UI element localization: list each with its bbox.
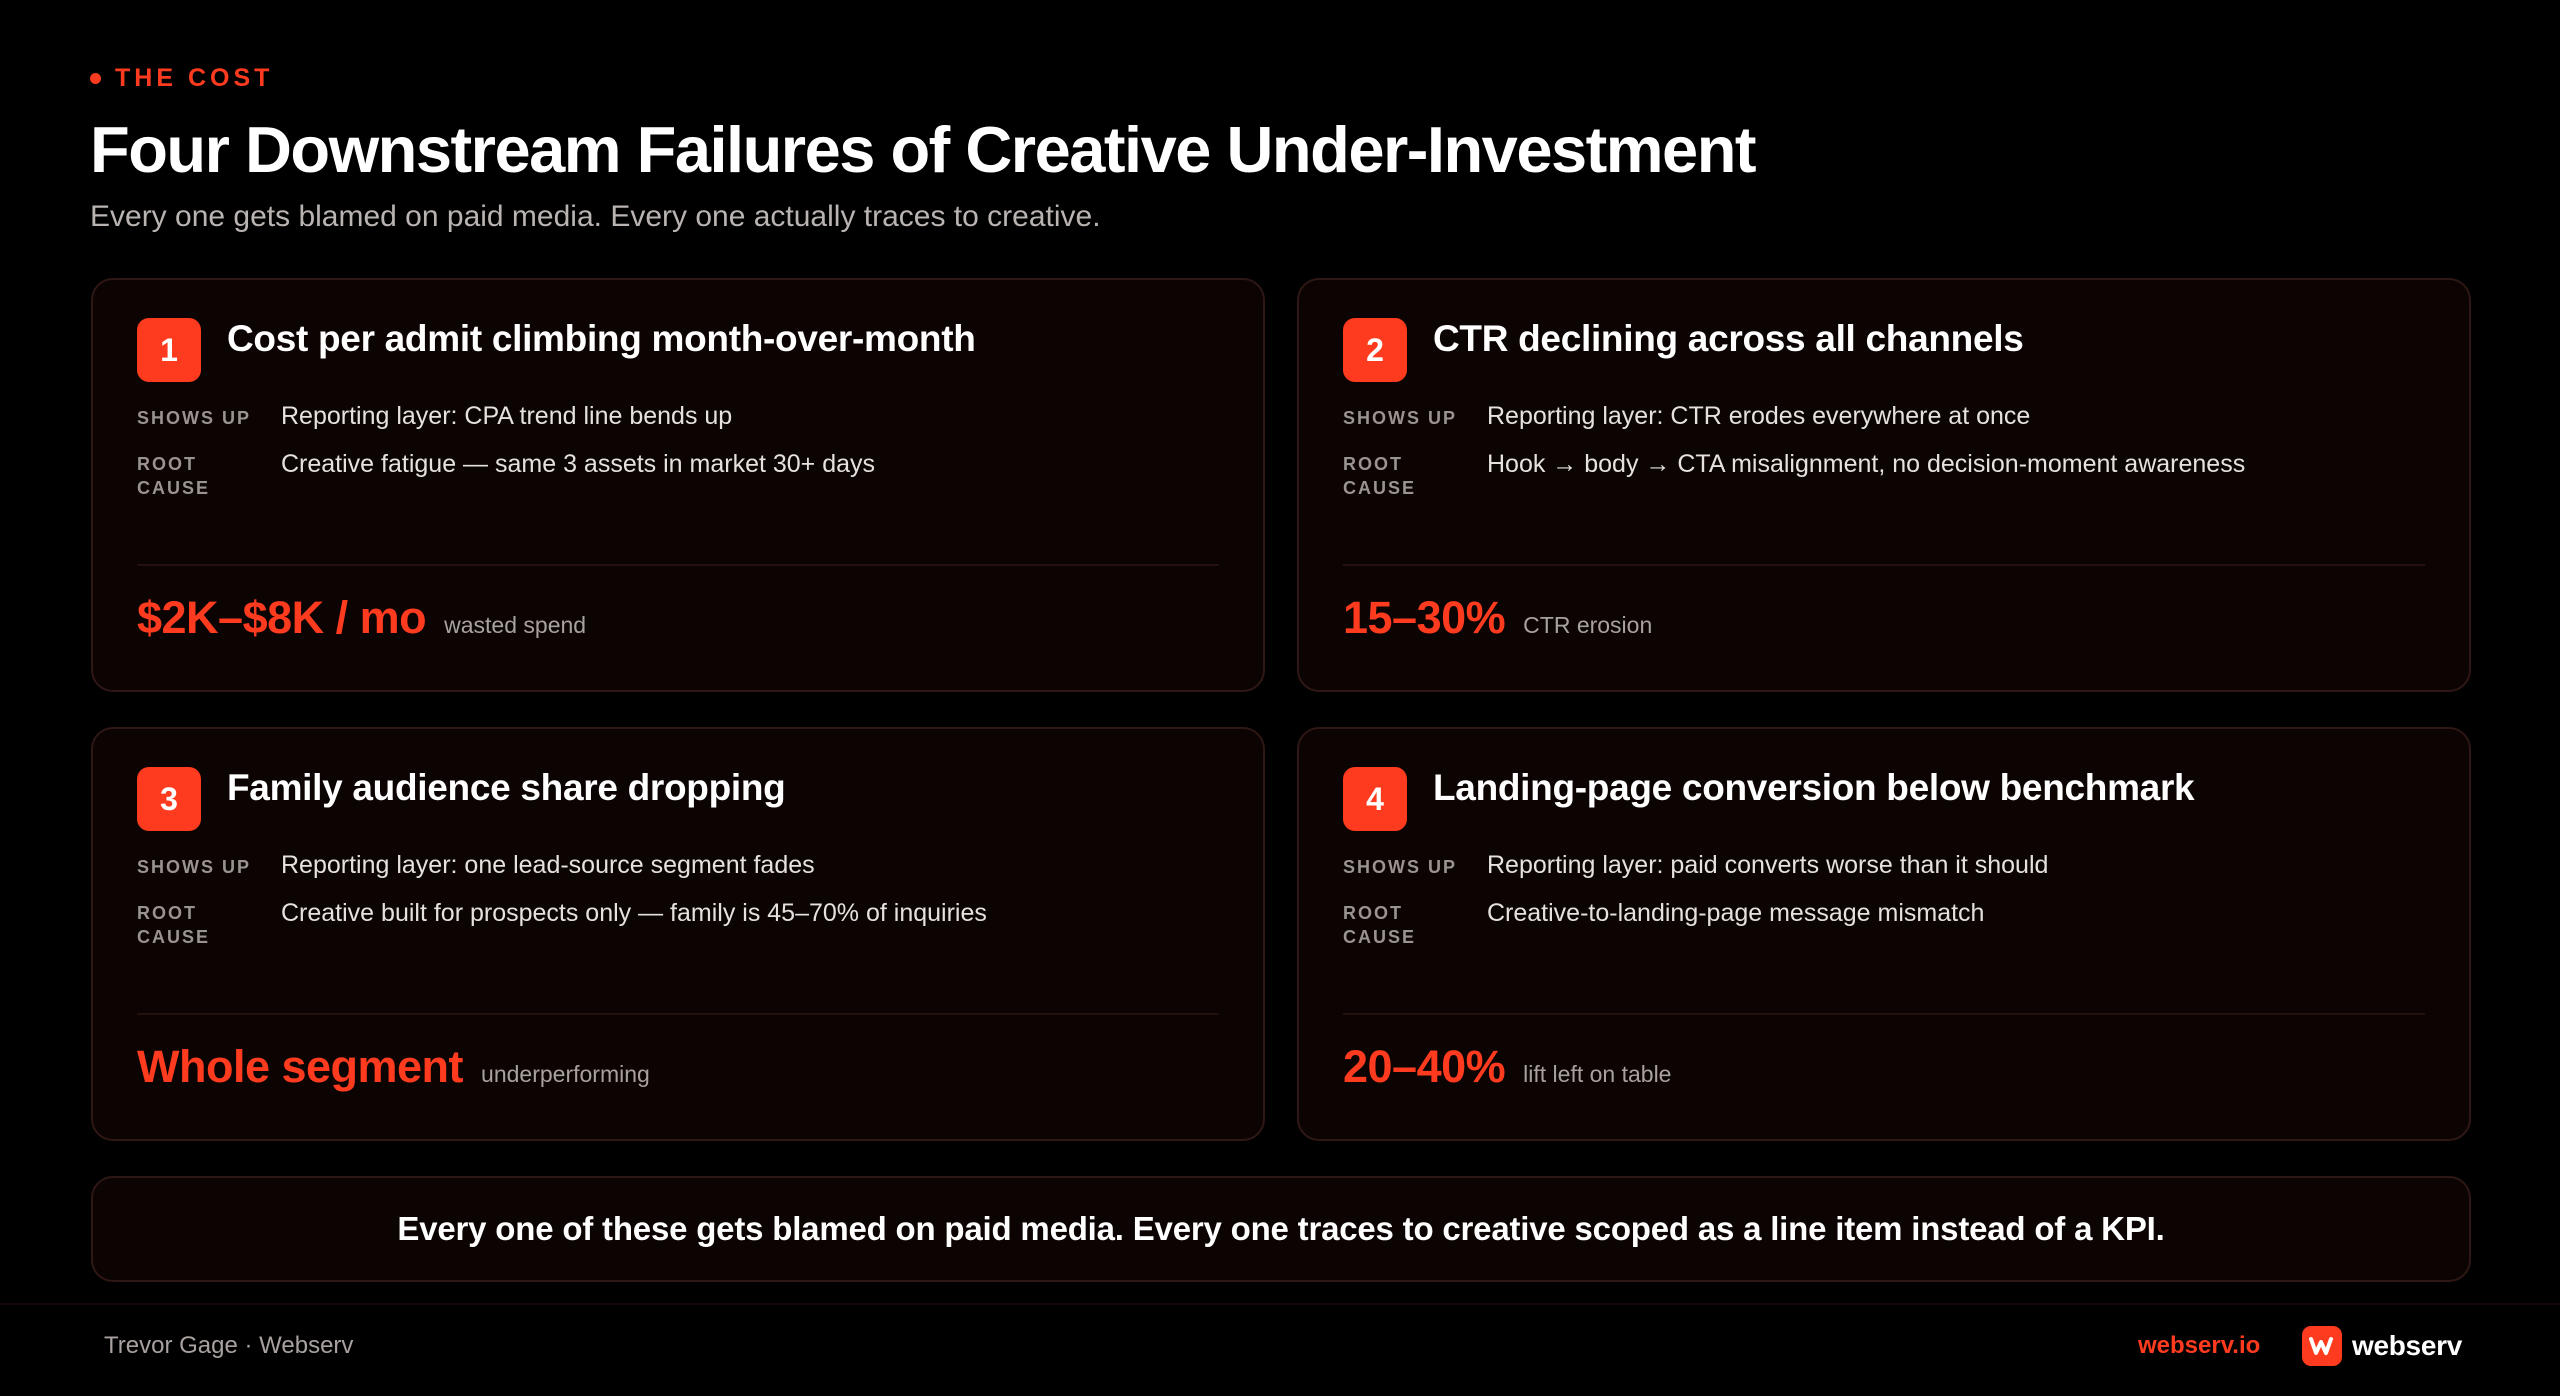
shows-up-label: SHOWS UP xyxy=(1343,857,1458,877)
shows-up-value: Reporting layer: CPA trend line bends up xyxy=(281,402,733,430)
webserv-logo: webserv xyxy=(2302,1326,2462,1366)
card-divider xyxy=(137,1013,1219,1015)
metric-value: 20–40% xyxy=(1343,1041,1506,1092)
page-subtitle: Every one gets blamed on paid media. Eve… xyxy=(90,200,1101,233)
root-cause-label-line2: CAUSE xyxy=(137,478,211,498)
card-metric: $2K–$8K / mo wasted spend xyxy=(137,592,586,644)
root-cause-label-line1: ROOT xyxy=(137,454,197,474)
card-metric: 15–30% CTR erosion xyxy=(1343,592,1652,644)
metric-value: 15–30% xyxy=(1343,592,1506,643)
failure-card-3: 3 Family audience share dropping SHOWS U… xyxy=(91,727,1265,1141)
root-cause-value: Hook → body → CTA misalignment, no decis… xyxy=(1487,450,2246,478)
root-cause-label-line1: ROOT xyxy=(1343,454,1403,474)
failure-card-4: 4 Landing-page conversion below benchmar… xyxy=(1297,727,2471,1141)
card-number-badge: 3 xyxy=(137,767,201,831)
root-cause-label: ROOT CAUSE xyxy=(1343,452,1463,500)
root-cause-value: Creative built for prospects only — fami… xyxy=(281,899,987,927)
card-title: Cost per admit climbing month-over-month xyxy=(227,318,976,359)
card-metric: 20–40% lift left on table xyxy=(1343,1041,1671,1093)
root-cause-label-line2: CAUSE xyxy=(137,927,211,947)
root-cause-value: Creative-to-landing-page message mismatc… xyxy=(1487,899,1985,927)
root-cause-label-line1: ROOT xyxy=(1343,903,1403,923)
metric-note: underperforming xyxy=(481,1061,650,1087)
webserv-logo-icon xyxy=(2302,1326,2342,1366)
card-divider xyxy=(137,564,1219,566)
root-cause-label-line2: CAUSE xyxy=(1343,927,1417,947)
root-cause-label: ROOT CAUSE xyxy=(137,901,257,949)
shows-up-value: Reporting layer: paid converts worse tha… xyxy=(1487,851,2049,879)
card-divider xyxy=(1343,1013,2425,1015)
bullet-dot-icon xyxy=(90,73,101,84)
card-number-badge: 1 xyxy=(137,318,201,382)
failure-card-2: 2 CTR declining across all channels SHOW… xyxy=(1297,278,2471,692)
card-number-badge: 2 xyxy=(1343,318,1407,382)
footer-author: Trevor Gage · Webserv xyxy=(104,1332,354,1359)
page-title: Four Downstream Failures of Creative Und… xyxy=(90,113,1757,186)
root-cause-value: Creative fatigue — same 3 assets in mark… xyxy=(281,450,876,478)
shows-up-label: SHOWS UP xyxy=(137,408,252,428)
callout-text: Every one of these gets blamed on paid m… xyxy=(397,1210,2165,1247)
card-divider xyxy=(1343,564,2425,566)
metric-value: $2K–$8K / mo xyxy=(137,592,427,643)
failure-card-1: 1 Cost per admit climbing month-over-mon… xyxy=(91,278,1265,692)
card-title: Landing-page conversion below benchmark xyxy=(1433,767,2195,808)
footer-divider xyxy=(0,1303,2560,1305)
section-eyebrow: THE COST xyxy=(90,64,273,93)
metric-note: wasted spend xyxy=(444,612,587,638)
metric-note: lift left on table xyxy=(1523,1061,1672,1087)
shows-up-label: SHOWS UP xyxy=(137,857,252,877)
card-title: CTR declining across all channels xyxy=(1433,318,2024,359)
shows-up-label: SHOWS UP xyxy=(1343,408,1458,428)
eyebrow-label: THE COST xyxy=(115,64,274,92)
shows-up-value: Reporting layer: CTR erodes everywhere a… xyxy=(1487,402,2031,430)
root-cause-label-line1: ROOT xyxy=(137,903,197,923)
card-number-badge: 4 xyxy=(1343,767,1407,831)
metric-value: Whole segment xyxy=(137,1041,464,1092)
metric-note: CTR erosion xyxy=(1523,612,1653,638)
root-cause-label: ROOT CAUSE xyxy=(137,452,257,500)
root-cause-label-line2: CAUSE xyxy=(1343,478,1417,498)
root-cause-label: ROOT CAUSE xyxy=(1343,901,1463,949)
card-title: Family audience share dropping xyxy=(227,767,786,808)
summary-callout: Every one of these gets blamed on paid m… xyxy=(91,1176,2471,1282)
logo-wordmark: webserv xyxy=(2352,1330,2462,1361)
card-metric: Whole segment underperforming xyxy=(137,1041,650,1093)
shows-up-value: Reporting layer: one lead-source segment… xyxy=(281,851,815,879)
website-link[interactable]: webserv.io xyxy=(2138,1332,2261,1359)
